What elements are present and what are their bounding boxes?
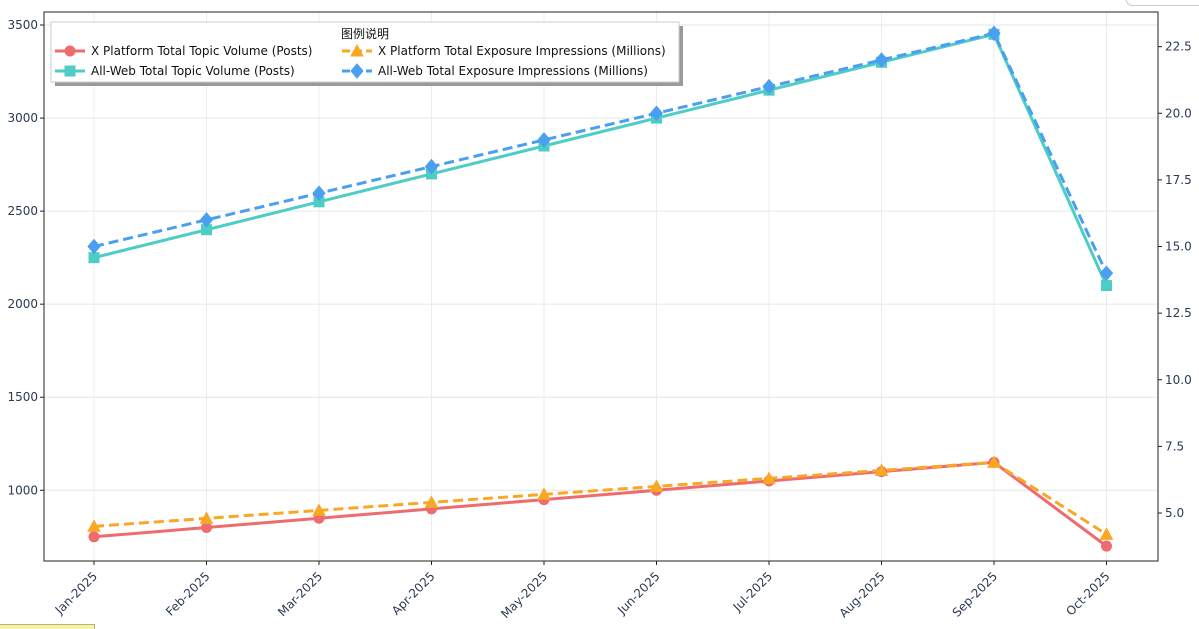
legend-entry: All-Web Total Exposure Impressions (Mill…	[342, 63, 648, 79]
data-point	[424, 158, 439, 175]
right-tick-label: 7.5	[1165, 439, 1184, 453]
data-point	[1101, 540, 1112, 552]
x-tick-label: Oct-2025	[1063, 569, 1112, 618]
x-tick-label: Mar-2025	[275, 569, 325, 619]
left-y-axis: 1000 1500 2000 2500 3000 3500	[7, 18, 44, 497]
x-tick-label: Sep-2025	[950, 569, 1001, 620]
left-tick-label: 1000	[7, 483, 38, 497]
x-tick-label: Jun-2025	[614, 569, 663, 618]
x-tick-label: May-2025	[498, 569, 550, 621]
legend-marker	[350, 43, 364, 57]
series-4	[87, 25, 1114, 281]
legend-entries: X Platform Total Topic Volume (Posts) X P…	[55, 43, 666, 79]
legend-entry: All-Web Total Topic Volume (Posts)	[55, 64, 295, 78]
x-tick-label: Jul-2025	[730, 569, 776, 615]
data-point	[762, 78, 776, 95]
series-line	[93, 460, 1108, 536]
data-point	[199, 212, 214, 228]
data-point	[312, 185, 326, 201]
data-point	[1101, 280, 1112, 292]
x-tick-label: Jan-2025	[52, 569, 100, 617]
series-1	[88, 456, 1112, 552]
data-point	[87, 238, 101, 255]
series-line	[93, 460, 1108, 548]
plot-area-frame	[43, 11, 1159, 562]
data-point	[1099, 265, 1114, 281]
legend-box	[50, 21, 680, 83]
data-point	[649, 479, 664, 492]
left-tick-label: 3000	[7, 111, 38, 125]
x-tick-label: Aug-2025	[836, 569, 887, 620]
legend-title: 图例说明	[341, 26, 389, 41]
window-corner-decoration	[1126, 0, 1199, 6]
data-point	[312, 503, 326, 516]
data-point	[987, 455, 1001, 468]
data-point	[88, 531, 100, 543]
left-tick-label: 2000	[7, 297, 38, 311]
right-tick-label: 5.0	[1165, 506, 1184, 520]
right-tick-label: 12.5	[1165, 306, 1192, 320]
right-tick-label: 15.0	[1165, 240, 1192, 254]
legend: 图例说明 X Platform Total Topic Volume (Post…	[50, 21, 683, 86]
legend-label: All-Web Total Exposure Impressions (Mill…	[378, 64, 648, 78]
data-point	[1099, 527, 1114, 540]
legend-marker	[64, 45, 76, 57]
tooltip-edge	[0, 624, 95, 629]
left-tick-label: 1500	[7, 390, 38, 404]
right-y-axis: 5.0 7.5 10.0 12.5 15.0 17.5 20.0 22.5	[1158, 40, 1192, 520]
data-point	[987, 25, 1001, 42]
data-point	[649, 105, 664, 122]
data-point	[537, 487, 551, 500]
x-axis: Jan-2025 Feb-2025 Mar-2025 Apr-2025 May-2025…	[52, 561, 1113, 621]
data-point	[424, 495, 439, 508]
legend-label: All-Web Total Topic Volume (Posts)	[91, 64, 295, 78]
series-3	[87, 455, 1114, 540]
left-tick-label: 2500	[7, 204, 38, 218]
series-layer	[87, 25, 1114, 552]
legend-label: X Platform Total Topic Volume (Posts)	[91, 44, 312, 58]
series-line	[93, 32, 1108, 287]
legend-label: X Platform Total Exposure Impressions (M…	[378, 44, 666, 58]
legend-marker	[64, 65, 76, 77]
data-point	[762, 471, 776, 484]
legend-marker	[350, 63, 364, 79]
data-point	[874, 52, 889, 68]
series-line	[93, 31, 1108, 274]
data-point	[87, 519, 101, 532]
data-point	[874, 463, 889, 476]
legend-entry: X Platform Total Topic Volume (Posts)	[55, 44, 312, 58]
right-tick-label: 10.0	[1165, 373, 1192, 387]
x-tick-label: Apr-2025	[389, 569, 438, 618]
grid-lines	[44, 12, 1158, 561]
left-tick-label: 3500	[7, 18, 38, 32]
legend-entry: X Platform Total Exposure Impressions (M…	[342, 43, 666, 58]
right-tick-label: 22.5	[1165, 40, 1192, 54]
data-point	[199, 511, 214, 524]
data-point	[537, 132, 551, 148]
x-tick-label: Feb-2025	[163, 569, 213, 619]
right-tick-label: 20.0	[1165, 106, 1192, 120]
data-point	[201, 522, 212, 534]
right-tick-label: 17.5	[1165, 173, 1192, 187]
